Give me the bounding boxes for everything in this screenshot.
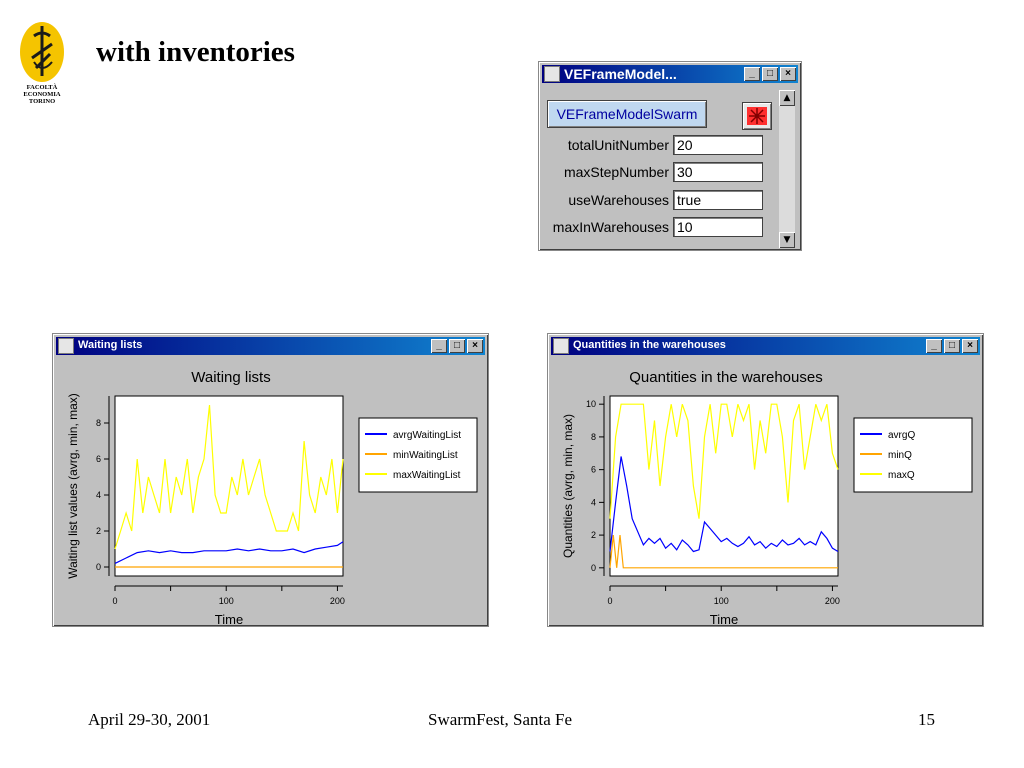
field-label: maxStepNumber [563, 164, 669, 180]
y-tick-label: 0 [96, 562, 101, 572]
window-title: Quantities in the warehouses [573, 339, 726, 351]
total-unit-number-input[interactable]: 20 [673, 135, 763, 155]
x-tick-label: 0 [607, 596, 612, 606]
logo-text-line: TORINO [28, 98, 56, 105]
legend-label: minQ [888, 450, 912, 461]
x-tick-label: 200 [825, 596, 840, 606]
series-line-maxWaitingList [114, 404, 344, 550]
field-label: totalUnitNumber [567, 137, 669, 153]
app-icon [553, 338, 569, 354]
y-tick-label: 4 [96, 490, 101, 500]
use-warehouses-input[interactable]: true [673, 190, 763, 210]
quantities-window-titlebar[interactable]: Quantities in the warehouses _ □ × [551, 337, 980, 355]
plot-area [114, 395, 344, 577]
waiting-lists-chart: Waiting lists 0 2 4 6 8 0 100 200 Time Waiting lis… [66, 369, 478, 624]
control-window: VEFrameModel... _ □ × VEFrameModelSwarm … [538, 61, 802, 251]
field-row-max-step-number: maxStepNumber 30 [547, 161, 763, 183]
drop-button[interactable] [742, 102, 772, 130]
y-axis-label: Quantities (avrg, min, max) [561, 414, 575, 558]
window-title: Waiting lists [78, 339, 143, 351]
series-line-minQ [609, 535, 838, 569]
control-window-titlebar[interactable]: VEFrameModel... _ □ × [542, 65, 798, 83]
maximize-icon[interactable]: □ [449, 339, 465, 353]
series-line-avrgQ [609, 456, 839, 553]
close-icon[interactable]: × [962, 339, 978, 353]
window-title: VEFrameModel... [564, 66, 677, 82]
chart-title: Quantities in the warehouses [629, 369, 822, 386]
swarm-button[interactable]: VEFrameModelSwarm [547, 100, 707, 128]
logo-text-line: ECONOMIA [23, 91, 61, 98]
slide-title: with inventories [96, 36, 295, 68]
legend-label: maxQ [888, 470, 915, 481]
y-tick-label: 0 [591, 563, 596, 573]
y-tick-label: 2 [96, 526, 101, 536]
waiting-window-titlebar[interactable]: Waiting lists _ □ × [56, 337, 485, 355]
max-step-number-input[interactable]: 30 [673, 162, 763, 182]
logo-emblem-icon [20, 22, 64, 82]
page-number: 15 [918, 710, 935, 729]
scroll-up-icon[interactable]: ▲ [779, 90, 795, 106]
minimize-icon[interactable]: _ [926, 339, 942, 353]
y-tick-label: 10 [586, 399, 596, 409]
x-tick-label: 0 [112, 596, 117, 606]
legend-label: avrgQ [888, 430, 915, 441]
faculty-logo: FACOLTÀ ECONOMIA TORINO [14, 14, 70, 114]
y-tick-label: 8 [96, 418, 101, 428]
y-tick-label: 8 [591, 432, 596, 442]
field-row-max-in-warehouses: maxInWarehouses 10 [547, 216, 763, 238]
app-icon [544, 66, 560, 82]
x-axis-label: Time [215, 612, 243, 624]
close-icon[interactable]: × [780, 67, 796, 81]
quantities-window: Quantities in the warehouses _ □ × Quant… [547, 333, 984, 627]
legend-label: maxWaitingList [393, 470, 461, 481]
y-tick-label: 4 [591, 497, 596, 507]
chart-title: Waiting lists [191, 369, 270, 386]
x-tick-label: 200 [330, 596, 345, 606]
y-tick-label: 2 [591, 530, 596, 540]
max-in-warehouses-input[interactable]: 10 [673, 217, 763, 237]
y-tick-label: 6 [591, 465, 596, 475]
x-tick-label: 100 [714, 596, 729, 606]
field-row-total-unit-number: totalUnitNumber 20 [547, 134, 763, 156]
app-icon [58, 338, 74, 354]
footer-date: April 29-30, 2001 [88, 710, 211, 729]
plot-area [609, 395, 839, 577]
legend-label: minWaitingList [393, 450, 458, 461]
drop-icon [747, 107, 767, 125]
waiting-lists-window: Waiting lists _ □ × Waiting lists 0 2 4 6 8 0 1… [52, 333, 489, 627]
y-axis-label: Waiting list values (avrg, min, max) [66, 393, 80, 579]
series-line-avrgWaitingList [114, 541, 344, 564]
maximize-icon[interactable]: □ [944, 339, 960, 353]
maximize-icon[interactable]: □ [762, 67, 778, 81]
legend-label: avrgWaitingList [393, 430, 461, 441]
footer-venue: SwarmFest, Santa Fe [428, 710, 573, 729]
series-line-maxQ [609, 403, 839, 519]
minimize-icon[interactable]: _ [744, 67, 760, 81]
minimize-icon[interactable]: _ [431, 339, 447, 353]
close-icon[interactable]: × [467, 339, 483, 353]
scroll-down-icon[interactable]: ▼ [779, 232, 795, 248]
logo-text-line: FACOLTÀ [26, 84, 58, 91]
vertical-scrollbar[interactable]: ▲ ▼ [779, 90, 795, 248]
x-axis-label: Time [710, 612, 738, 624]
y-tick-label: 6 [96, 454, 101, 464]
field-label: maxInWarehouses [552, 219, 669, 235]
x-tick-label: 100 [219, 596, 234, 606]
field-label: useWarehouses [568, 192, 669, 208]
field-row-use-warehouses: useWarehouses true [547, 189, 763, 211]
